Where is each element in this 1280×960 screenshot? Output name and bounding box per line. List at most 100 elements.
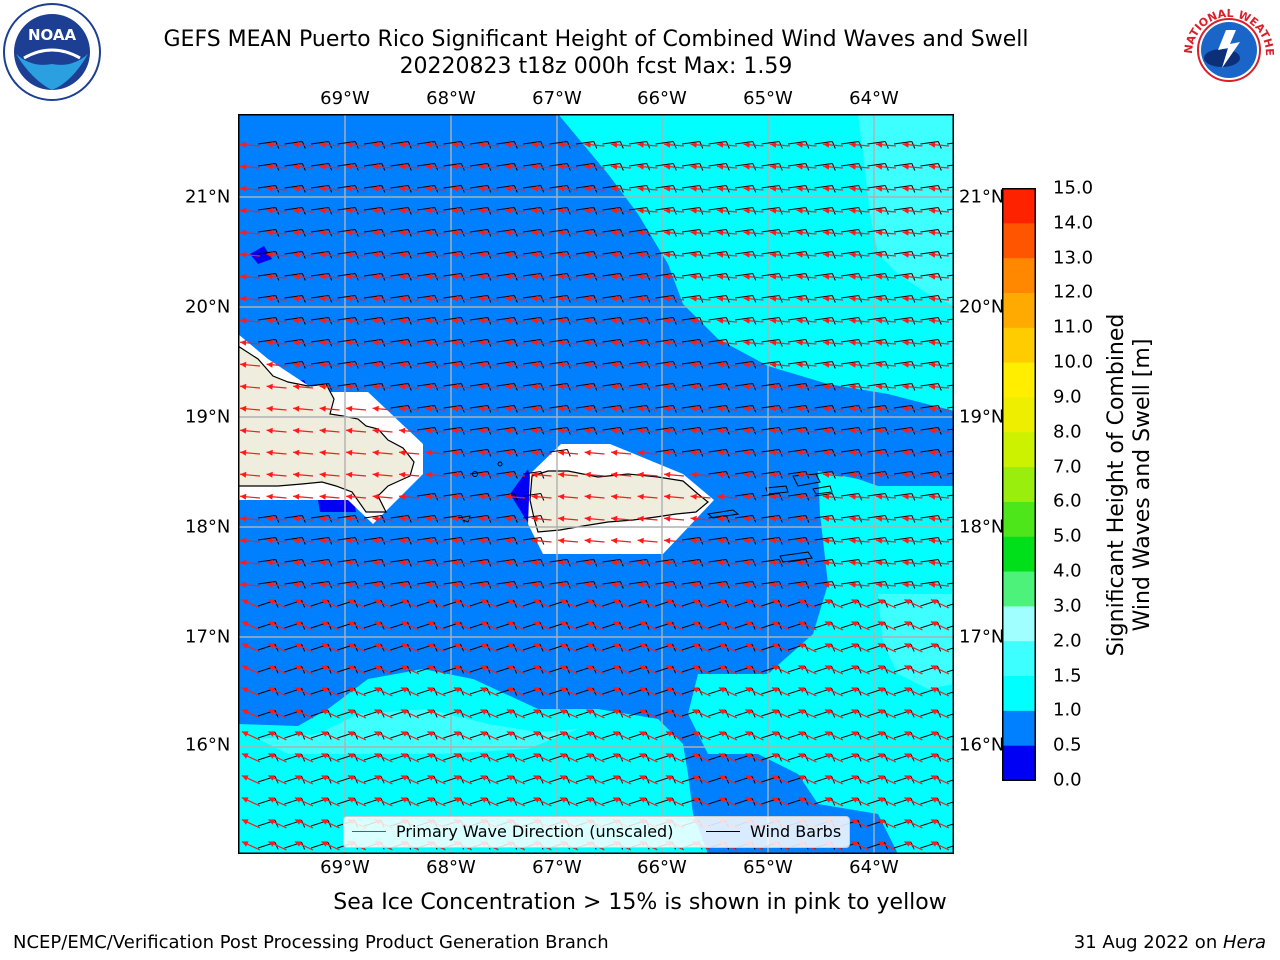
wave-direction-arrow <box>902 207 923 214</box>
wave-direction-arrow <box>266 163 287 170</box>
wave-direction-arrow <box>637 449 658 456</box>
wave-direction-arrow <box>770 339 791 346</box>
colorbar-tick-label: 12.0 <box>1053 281 1094 303</box>
wave-direction-arrow <box>849 427 870 434</box>
wave-direction-arrow <box>796 229 817 236</box>
wave-direction-arrow <box>690 141 711 148</box>
wave-direction-arrow <box>849 581 870 588</box>
wave-direction-arrow <box>558 185 579 192</box>
lat-label-right-21n: 21°N <box>959 186 1005 208</box>
wave-direction-arrow <box>266 383 287 390</box>
wind-barb <box>946 647 954 651</box>
wave-direction-arrow <box>533 665 552 675</box>
wave-direction-arrow <box>452 229 473 236</box>
wave-direction-arrow <box>558 493 579 500</box>
wave-direction-arrow <box>584 471 605 478</box>
wave-direction-arrow <box>452 185 473 192</box>
wave-direction-arrow <box>453 643 473 653</box>
wave-direction-arrow <box>372 515 393 522</box>
wave-direction-arrow <box>823 427 844 434</box>
wave-direction-arrow <box>531 427 552 434</box>
wave-direction-arrow <box>664 229 685 236</box>
wave-direction-arrow <box>241 599 261 609</box>
wave-direction-arrow <box>558 163 579 170</box>
wave-direction-arrow <box>427 775 446 785</box>
wave-direction-arrow <box>480 731 499 741</box>
wave-direction-arrow <box>929 383 950 390</box>
wind-barb <box>946 713 954 717</box>
wave-direction-arrow <box>319 163 340 170</box>
wave-direction-arrow <box>717 427 738 434</box>
wind-barb <box>946 208 954 211</box>
wave-direction-arrow <box>531 405 552 412</box>
wave-direction-arrow <box>639 665 658 675</box>
wave-direction-arrow <box>770 383 791 390</box>
wave-direction-arrow <box>690 229 711 236</box>
wave-direction-arrow <box>531 361 552 368</box>
wave-direction-arrow <box>637 207 658 214</box>
wave-direction-arrow <box>823 559 844 566</box>
wave-direction-arrow <box>665 621 685 631</box>
wave-direction-arrow <box>611 251 632 258</box>
wave-direction-arrow <box>823 295 844 302</box>
wave-direction-arrow <box>478 295 499 302</box>
wave-direction-arrow <box>558 449 579 456</box>
wave-direction-arrow <box>533 621 552 631</box>
lat-label-left-20n: 20°N <box>185 296 231 318</box>
wave-direction-arrow <box>796 273 817 280</box>
wave-direction-arrow <box>851 819 870 829</box>
wave-direction-arrow <box>478 185 499 192</box>
wave-direction-arrow <box>584 163 605 170</box>
wave-direction-arrow <box>770 537 791 544</box>
wave-direction-arrow <box>241 643 261 653</box>
wave-direction-arrow <box>664 405 685 412</box>
wave-direction-arrow <box>876 251 897 258</box>
wind-barb <box>946 296 954 299</box>
lon-label-bottom-68w: 68°W <box>426 857 476 878</box>
wave-direction-arrow <box>400 665 420 675</box>
wave-direction-arrow <box>319 383 340 390</box>
wave-direction-arrow <box>319 207 340 214</box>
wave-direction-arrow <box>294 775 314 785</box>
wave-direction-arrow <box>346 141 367 148</box>
wave-direction-arrow <box>427 709 446 719</box>
wave-direction-arrow <box>240 405 261 412</box>
wave-direction-arrow <box>851 621 870 631</box>
wave-direction-arrow <box>930 687 950 697</box>
generation-date: 31 Aug 2022 on Hera <box>1074 932 1266 953</box>
colorbar-tick-label: 8.0 <box>1053 421 1082 443</box>
wave-direction-arrow <box>665 687 685 697</box>
wave-direction-arrow <box>372 581 393 588</box>
wave-direction-arrow <box>427 797 446 807</box>
wave-direction-arrow <box>505 163 526 170</box>
wave-direction-arrow <box>506 775 526 785</box>
wave-direction-arrow <box>798 665 817 675</box>
wave-direction-arrow <box>718 621 738 631</box>
wave-direction-arrow <box>930 665 950 675</box>
wave-direction-arrow <box>929 207 950 214</box>
wave-direction-arrow <box>770 449 791 456</box>
wave-direction-arrow <box>240 251 261 258</box>
wave-direction-arrow <box>558 207 579 214</box>
wave-direction-arrow <box>453 731 473 741</box>
colorbar-cell <box>1002 327 1036 363</box>
wave-direction-arrow <box>929 317 950 324</box>
wave-direction-arrow <box>612 775 632 785</box>
wave-direction-arrow <box>372 471 393 478</box>
wave-direction-arrow <box>770 581 791 588</box>
wave-direction-arrow <box>478 273 499 280</box>
wave-direction-arrow <box>586 643 605 653</box>
map-title: GEFS MEAN Puerto Rico Significant Height… <box>163 27 1029 52</box>
wave-direction-arrow <box>743 515 764 522</box>
wave-direction-arrow <box>823 515 844 522</box>
wave-direction-arrow <box>452 141 473 148</box>
wave-direction-arrow <box>425 493 446 500</box>
wave-direction-arrow <box>425 229 446 236</box>
wave-direction-arrow <box>771 775 791 785</box>
colorbar-tick-label: 10.0 <box>1053 351 1094 373</box>
wave-direction-arrow <box>505 537 526 544</box>
wave-direction-arrow <box>770 207 791 214</box>
wave-direction-arrow <box>240 207 261 214</box>
wave-direction-arrow <box>930 819 950 829</box>
wave-direction-arrow <box>718 753 738 763</box>
